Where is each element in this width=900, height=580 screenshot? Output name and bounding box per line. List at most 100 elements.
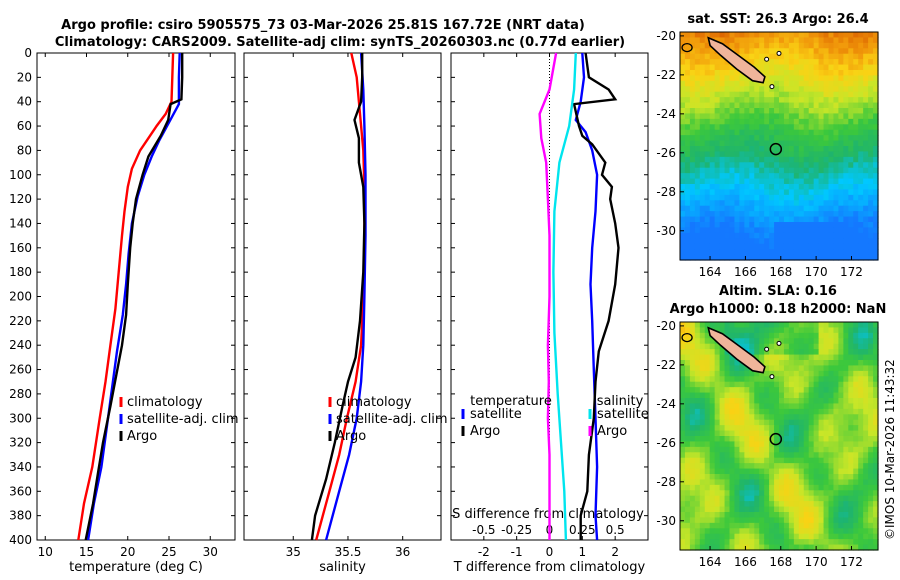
map-cell [680, 232, 686, 239]
map-cell [779, 254, 785, 261]
map-cell [759, 205, 765, 212]
map-cell [868, 64, 874, 71]
map-cell [734, 42, 740, 49]
map-cell [754, 32, 760, 39]
map-cell [828, 146, 835, 153]
map-cell [868, 53, 874, 60]
map-cell [759, 48, 765, 55]
map-cell [863, 376, 869, 383]
map-cell [704, 86, 711, 93]
map-cell [833, 200, 839, 207]
map-cell [838, 243, 844, 250]
map-cell [719, 216, 726, 223]
map-cell [823, 495, 830, 502]
map-cell [853, 32, 859, 39]
map-cell [863, 495, 869, 502]
map-cell [749, 205, 755, 212]
map-cell [764, 490, 770, 497]
map-cell [788, 102, 795, 109]
map-cell [803, 254, 810, 261]
map-cell [858, 430, 864, 437]
map-cell [848, 42, 854, 49]
map-cell [729, 70, 736, 77]
map-cell [818, 75, 825, 82]
map-cell [684, 102, 691, 109]
map-cell [783, 479, 790, 486]
map-cell [749, 408, 755, 415]
map-cell [774, 205, 780, 212]
map-cell [734, 365, 740, 372]
map-cell [684, 178, 691, 185]
map-cell [759, 332, 765, 339]
map-cell [749, 398, 755, 405]
map-cell [823, 222, 830, 229]
map-cell [813, 436, 820, 443]
map-cell [779, 80, 785, 87]
map-cell [873, 97, 879, 104]
map-cell [843, 517, 849, 524]
map-cell [684, 80, 691, 87]
map-cell [719, 495, 726, 502]
map-cell [754, 42, 760, 49]
map-cell [729, 118, 736, 125]
map-cell [808, 151, 815, 158]
map-cell [813, 517, 820, 524]
map-cell [833, 452, 839, 459]
map-cell [868, 479, 874, 486]
map-cell [764, 59, 770, 66]
map-cell [739, 48, 745, 55]
map-cell [744, 91, 750, 98]
map-cell [689, 249, 696, 256]
map-cell [714, 124, 721, 131]
map-cell [798, 441, 805, 448]
map-cell [818, 129, 825, 136]
map-cell [779, 211, 785, 218]
map-cell [798, 408, 805, 415]
map-cell [739, 53, 745, 60]
map-cell [803, 102, 810, 109]
map-cell [779, 539, 785, 546]
map-cell [689, 522, 696, 529]
sst-map-title: sat. SST: 26.3 Argo: 26.4 [687, 12, 868, 27]
map-cell [833, 370, 839, 377]
map-cell [734, 91, 740, 98]
map-cell [868, 484, 874, 491]
map-cell [719, 70, 726, 77]
map-cell [684, 216, 691, 223]
map-cell [858, 140, 864, 147]
map-cell [724, 512, 731, 519]
map-cell [873, 32, 879, 39]
map-cell [754, 332, 760, 339]
map-cell [764, 189, 770, 196]
map-cell [714, 173, 721, 180]
map-cell [863, 48, 869, 55]
map-cell [774, 222, 780, 229]
map-cell [764, 91, 770, 98]
map-cell [724, 539, 731, 546]
map-cell [729, 156, 736, 163]
map-cell [818, 249, 825, 256]
map-cell [749, 414, 755, 421]
map-cell [739, 140, 745, 147]
map-cell [719, 59, 726, 66]
map-cell [858, 200, 864, 207]
map-cell [769, 370, 775, 377]
sla-map-title: Altim. SLA: 0.16 [719, 284, 837, 299]
map-cell [808, 124, 815, 131]
map-cell [724, 419, 731, 426]
map-cell [803, 512, 810, 519]
map-cell [818, 425, 825, 432]
x2-tick-label: 0.25 [569, 523, 596, 537]
map-cell [818, 113, 825, 120]
map-cell [783, 517, 790, 524]
map-cell [714, 327, 721, 334]
map-cell [783, 211, 790, 218]
map-cell [699, 484, 706, 491]
map-cell [724, 178, 731, 185]
map-cell [818, 322, 825, 329]
map-cell [744, 151, 750, 158]
map-cell [724, 495, 731, 502]
map-cell [833, 495, 839, 502]
map-cell [739, 522, 745, 529]
map-cell [833, 64, 839, 71]
